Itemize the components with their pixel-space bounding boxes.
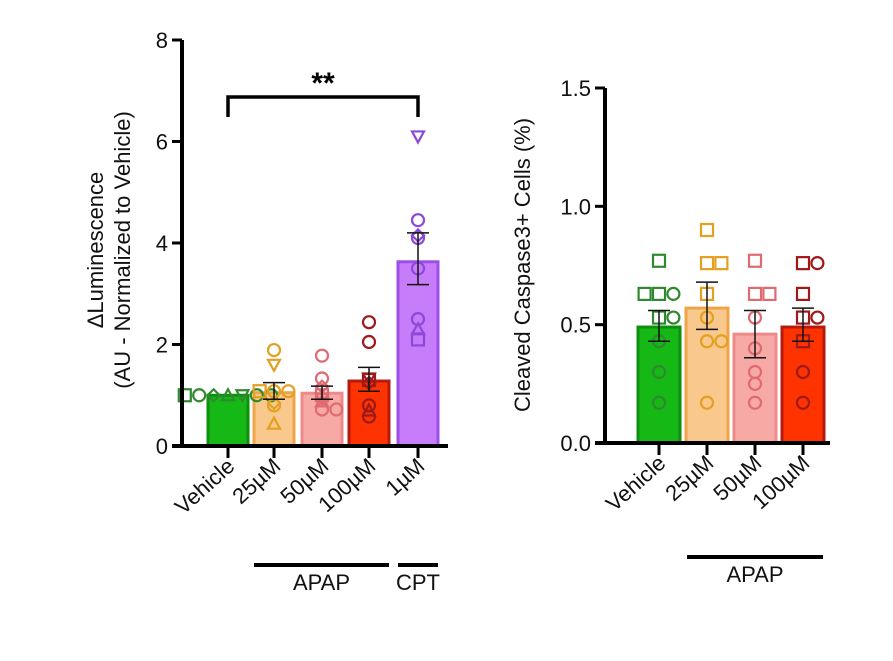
- data-point: [220, 386, 236, 402]
- group-label: APAP: [293, 570, 350, 595]
- data-point: [234, 389, 251, 404]
- data-point: [266, 342, 282, 358]
- y-tick-label: 2: [156, 333, 168, 358]
- data-point: [410, 332, 426, 347]
- data-point: [206, 387, 222, 403]
- data-point: [410, 130, 426, 145]
- data-point: [410, 213, 426, 228]
- bar: [684, 306, 730, 445]
- significance-bracket: [226, 95, 420, 117]
- y-tick-label: 4: [156, 231, 168, 256]
- data-point: [651, 364, 667, 380]
- x-tick-label: Vehicle: [601, 450, 670, 516]
- data-point: [252, 384, 267, 399]
- data-point: [699, 395, 715, 410]
- data-point: [795, 256, 811, 271]
- data-point: [637, 286, 652, 301]
- group-label: CPT: [396, 570, 440, 595]
- data-point: [314, 348, 330, 363]
- data-point: [329, 402, 344, 417]
- data-point: [314, 393, 330, 408]
- data-point: [651, 253, 667, 268]
- data-point: [747, 286, 763, 301]
- y-tick-label: 1.5: [560, 76, 591, 101]
- y-tick-label: 0.5: [560, 313, 591, 338]
- data-point: [762, 286, 777, 301]
- data-point: [249, 388, 264, 403]
- significance-label: **: [311, 67, 335, 100]
- data-point: [795, 286, 811, 301]
- group-label: APAP: [726, 562, 783, 587]
- data-point: [699, 334, 715, 349]
- data-point: [651, 395, 667, 410]
- data-point: [795, 395, 811, 410]
- data-point: [714, 256, 729, 271]
- data-point: [361, 334, 377, 350]
- y-tick-label: 1.0: [560, 194, 591, 219]
- x-tick-label: 25µM: [227, 453, 285, 509]
- data-point: [699, 222, 715, 238]
- data-point: [651, 286, 667, 301]
- data-point: [266, 358, 282, 374]
- y-axis-label: Cleaved Caspase3+ Cells (%): [510, 118, 535, 412]
- bar: [396, 260, 440, 448]
- x-tick-label: 1µM: [380, 453, 429, 501]
- data-point: [810, 256, 825, 271]
- data-point: [177, 388, 192, 403]
- data-point: [192, 388, 207, 403]
- data-point: [795, 364, 811, 380]
- data-point: [714, 334, 729, 349]
- data-point: [266, 415, 282, 430]
- bar: [636, 325, 682, 445]
- x-tick-label: Vehicle: [170, 453, 239, 519]
- data-point: [747, 253, 763, 268]
- data-point: [281, 384, 296, 399]
- data-point: [699, 256, 715, 271]
- data-point: [314, 371, 330, 386]
- data-point: [361, 315, 377, 330]
- data-point: [361, 402, 377, 417]
- bar: [780, 325, 826, 445]
- data-point: [747, 395, 763, 410]
- data-point: [666, 310, 681, 325]
- data-point: [747, 376, 763, 391]
- data-point: [810, 310, 825, 325]
- x-tick-label: 25µM: [660, 450, 718, 506]
- y-tick-label: 8: [156, 28, 168, 53]
- chart-2: 0.00.51.01.5Vehicle25µM50µM100µMAPAPClea…: [510, 76, 830, 587]
- bar: [206, 393, 250, 448]
- data-point: [314, 402, 330, 417]
- y-tick-label: 0.0: [560, 431, 591, 456]
- y-tick-label: 6: [156, 130, 168, 155]
- y-tick-label: 0: [156, 434, 168, 459]
- data-point: [666, 286, 681, 301]
- y-axis-label: (AU - Normalized to Vehicle): [110, 111, 135, 389]
- y-axis-label: ΔLuminescence: [83, 172, 108, 329]
